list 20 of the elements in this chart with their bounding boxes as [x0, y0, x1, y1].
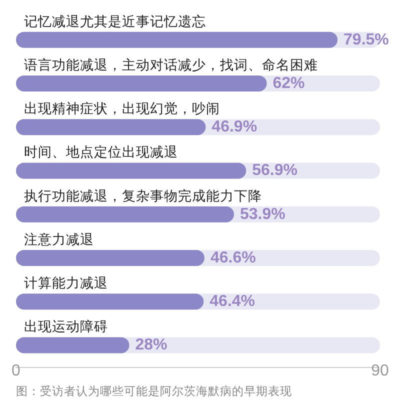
y-tick-label: 语言功能减退，主动对话减少，找词、命名困难 [24, 57, 318, 74]
y-tick-label: 计算能力减退 [24, 276, 108, 292]
data-label: 28% [135, 336, 168, 354]
data-label: 46.6% [210, 249, 256, 266]
data-label: 56.9% [252, 162, 298, 180]
x-tick-label: 90 [371, 362, 389, 380]
data-label: 46.9% [212, 118, 258, 136]
data-label: 62% [272, 74, 305, 92]
text: 图：受访者认为哪些可能是阿尔茨海默病的早期表现 [16, 384, 292, 398]
y-tick-label: 出现运动障碍 [24, 319, 108, 336]
y-tick-label: 注意力减退 [24, 232, 94, 248]
y-tick-label: 出现精神症状，出现幻觉，吵闹 [24, 101, 220, 118]
data-label: 46.4% [210, 293, 256, 310]
y-tick-label: 时间、地点定位出现减退 [24, 144, 178, 161]
x-tick-label: 0 [12, 362, 21, 380]
data-label: 79.5% [344, 31, 389, 48]
y-tick-label: 执行功能减退，复杂事物完成能力下降 [24, 188, 262, 204]
y-tick-label: 记忆减退尤其是近事记忆遗忘 [24, 12, 206, 30]
data-label: 53.9% [240, 206, 286, 223]
bar [16, 337, 130, 354]
